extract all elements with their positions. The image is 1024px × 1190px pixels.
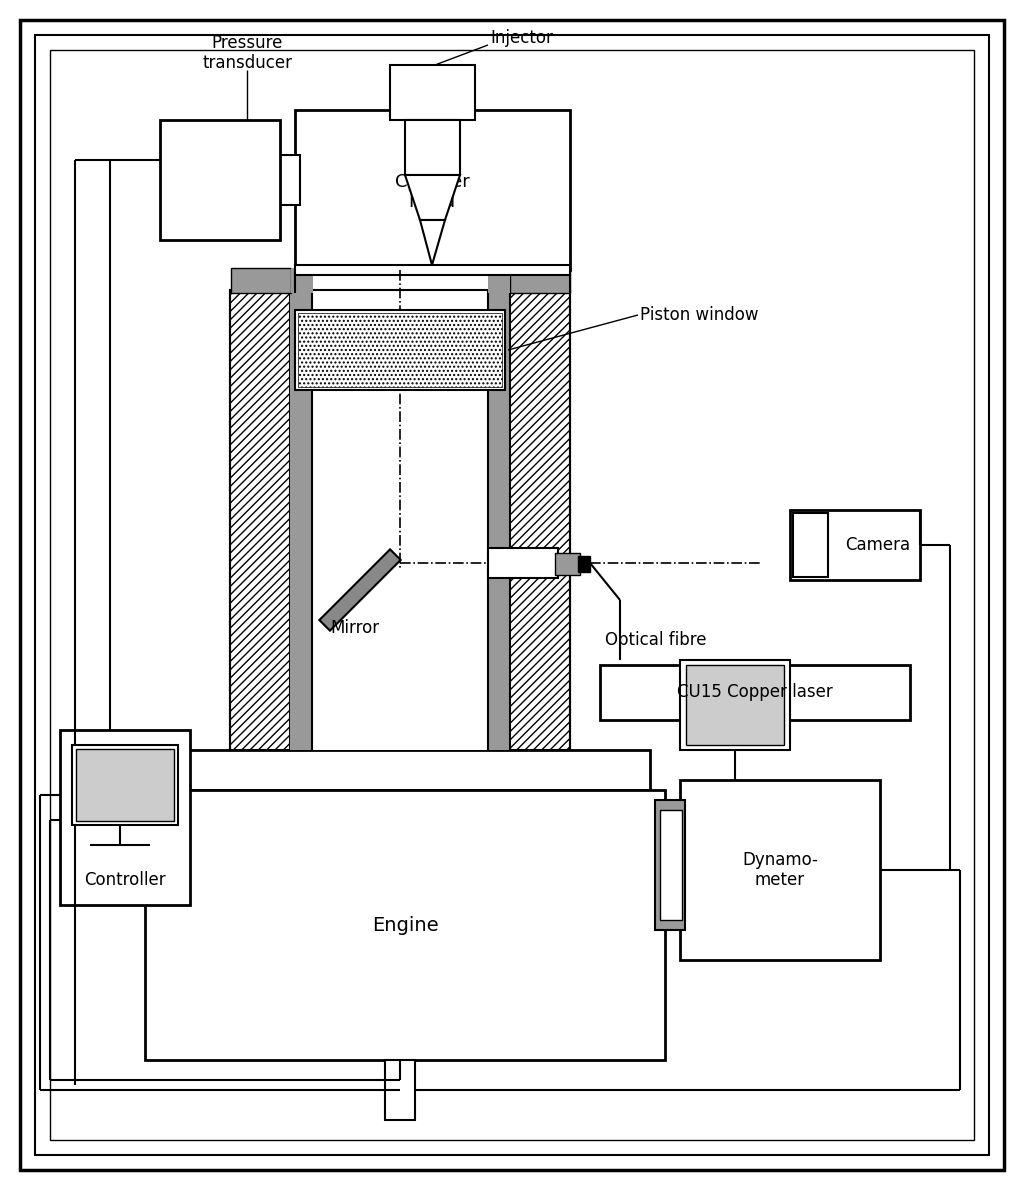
Bar xyxy=(578,556,590,572)
Bar xyxy=(488,268,510,293)
Text: Piston window: Piston window xyxy=(640,306,759,324)
Bar xyxy=(160,750,650,790)
Bar xyxy=(555,553,580,575)
Bar xyxy=(270,155,300,205)
Bar xyxy=(291,268,313,293)
Text: Pressure
transducer: Pressure transducer xyxy=(202,33,292,73)
Bar xyxy=(230,290,290,750)
Bar xyxy=(312,290,488,750)
Bar xyxy=(295,109,570,270)
Polygon shape xyxy=(406,175,460,220)
Text: Controller: Controller xyxy=(84,871,166,889)
Polygon shape xyxy=(420,220,445,265)
Text: Engine: Engine xyxy=(372,915,438,934)
Bar xyxy=(385,1060,415,1120)
Bar xyxy=(76,749,174,821)
Bar xyxy=(790,511,920,580)
Text: Dynamo-
meter: Dynamo- meter xyxy=(742,851,818,889)
Bar xyxy=(488,290,510,750)
Bar xyxy=(600,665,910,720)
Bar xyxy=(680,660,790,750)
Text: Cylinder
Head: Cylinder Head xyxy=(394,173,469,212)
Text: Camera: Camera xyxy=(846,536,910,555)
Bar xyxy=(72,745,178,825)
Text: Mirror: Mirror xyxy=(330,619,379,637)
Bar xyxy=(655,800,685,931)
Bar xyxy=(686,665,784,745)
Bar xyxy=(160,120,280,240)
Bar xyxy=(60,729,190,906)
Text: Injector: Injector xyxy=(490,29,553,46)
Bar xyxy=(295,311,505,390)
Bar xyxy=(298,313,502,387)
Bar xyxy=(290,290,312,750)
Bar xyxy=(660,810,682,920)
Bar xyxy=(295,265,570,275)
Bar xyxy=(488,549,558,578)
Bar xyxy=(793,513,828,577)
Bar xyxy=(145,790,665,1060)
Text: Optical fibre: Optical fibre xyxy=(605,631,707,649)
Bar xyxy=(510,290,570,750)
Bar xyxy=(231,268,291,293)
Polygon shape xyxy=(319,550,400,631)
Bar xyxy=(406,120,460,175)
Bar xyxy=(390,65,475,120)
Bar xyxy=(680,779,880,960)
Bar xyxy=(510,268,570,293)
Text: CU15 Copper laser: CU15 Copper laser xyxy=(677,683,833,701)
